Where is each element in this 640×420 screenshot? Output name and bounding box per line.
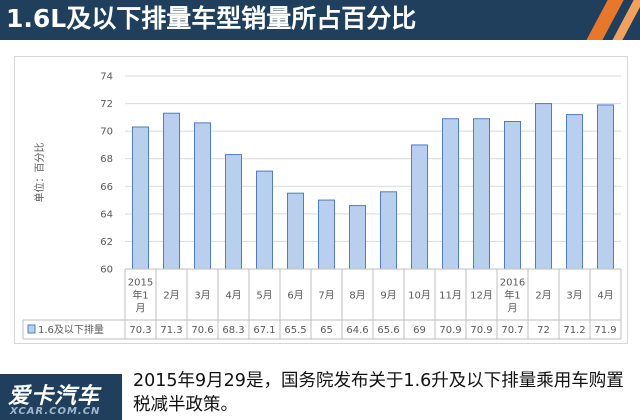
- data-value-label: 71.3: [160, 325, 182, 336]
- x-tick-label: 5月: [256, 290, 272, 302]
- legend-label: 1.6及以下排量: [38, 323, 104, 336]
- caption-text: 2015年9月29是，国务院发布关于1.6升及以下排量乘用车购置税减半政策。: [133, 371, 624, 415]
- y-tick-label: 62: [100, 237, 113, 248]
- x-tick-label: 6月: [287, 290, 303, 302]
- y-tick-label: 66: [100, 182, 113, 193]
- data-value-label: 70.6: [191, 325, 213, 336]
- x-tick-label: 2月: [163, 290, 179, 302]
- x-tick-label: 4月: [225, 290, 241, 302]
- y-tick-label: 64: [100, 209, 113, 220]
- data-value-label: 64.6: [346, 325, 368, 336]
- x-tick-label: 2月: [535, 290, 551, 302]
- x-tick-label: 12月: [470, 290, 493, 302]
- bar-chart: 60 62 64 66 68 70 72 74 单位：百分比 2015 年1 月 2月 3月 4月 5月 6月 7…: [22, 72, 622, 340]
- bar: [597, 104, 614, 270]
- data-value-label: 70.9: [470, 325, 492, 336]
- y-tick-label: 74: [100, 72, 113, 83]
- y-tick-label: 70: [100, 127, 113, 138]
- bar: [163, 112, 180, 270]
- logo-name: 爱卡汽车: [8, 384, 101, 409]
- x-tick-label: 8月: [349, 290, 365, 302]
- data-value-label: 65: [320, 325, 333, 336]
- data-value-label: 71.2: [563, 325, 585, 336]
- y-axis-label: 单位：百分比: [33, 143, 46, 203]
- bar: [504, 120, 521, 270]
- data-value-label: 67.1: [253, 325, 275, 336]
- x-tick-label: 3月: [566, 290, 582, 302]
- bar: [566, 114, 583, 270]
- y-tick-label: 72: [100, 99, 113, 110]
- bar: [380, 191, 397, 270]
- footer: 爱卡汽车 XCAR.COM.CN 2015年9月29是，国务院发布关于1.6升及…: [0, 352, 640, 420]
- logo-subtitle: XCAR.COM.CN: [10, 406, 101, 417]
- page-title: 1.6L及以下排量车型销量所占百分比: [6, 4, 417, 33]
- x-tick-label: 2016 年1 月: [500, 278, 525, 315]
- x-tick-label: 11月: [439, 290, 462, 302]
- data-value-label: 72: [537, 325, 550, 336]
- bar: [132, 126, 149, 270]
- x-tick-label: 7月: [318, 290, 334, 302]
- data-value-label: 68.3: [222, 325, 244, 336]
- data-value-label: 70.3: [129, 325, 151, 336]
- x-tick-label: 3月: [194, 290, 210, 302]
- data-value-label: 70.9: [439, 325, 461, 336]
- bar: [411, 144, 428, 270]
- data-value-label: 65.5: [284, 325, 306, 336]
- data-value-label: 69: [413, 325, 426, 336]
- x-tick-label: 10月: [408, 290, 431, 302]
- bar: [256, 170, 273, 270]
- data-value-label: 65.6: [377, 325, 399, 336]
- legend-swatch: [27, 324, 36, 334]
- xcar-logo: 爱卡汽车 XCAR.COM.CN: [0, 374, 122, 420]
- bar: [349, 205, 366, 270]
- bar: [442, 118, 459, 270]
- x-tick-label: 2015 年1 月: [128, 278, 153, 315]
- bar: [225, 154, 242, 270]
- chart-panel: 60 62 64 66 68 70 72 74 单位：百分比 2015 年1 月 2月 3月 4月 5月 6月 7…: [14, 56, 628, 344]
- x-tick-label: 4月: [597, 290, 613, 302]
- y-tick-label: 60: [100, 265, 113, 276]
- x-tick-label: 9月: [380, 290, 396, 302]
- bar: [473, 118, 490, 270]
- header-banner: 1.6L及以下排量车型销量所占百分比: [0, 0, 640, 40]
- data-value-label: 71.9: [594, 325, 616, 336]
- bar: [535, 103, 552, 270]
- bar: [194, 122, 211, 270]
- bar: [318, 199, 335, 270]
- bar: [287, 192, 304, 270]
- data-value-label: 70.7: [501, 325, 523, 336]
- y-tick-label: 68: [100, 154, 113, 165]
